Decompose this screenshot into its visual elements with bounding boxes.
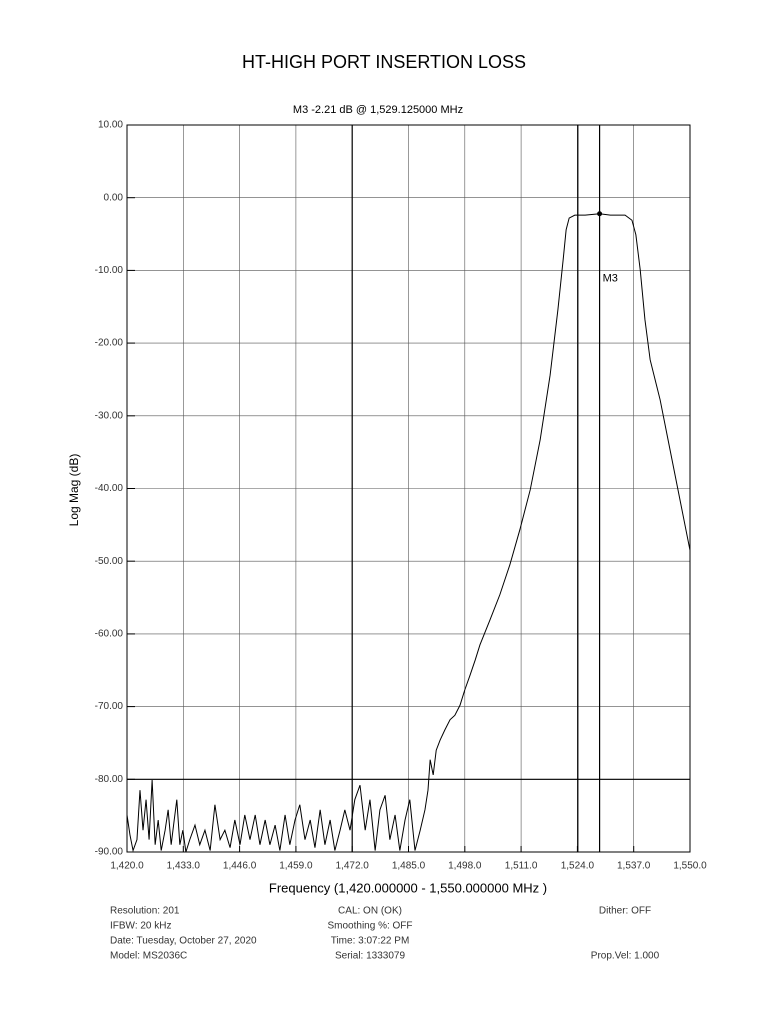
chart-subtitle: M3 -2.21 dB @ 1,529.125000 MHz — [293, 104, 463, 116]
y-tick-label: -70.00 — [95, 701, 124, 712]
chart-title: HT-HIGH PORT INSERTION LOSS — [242, 52, 526, 72]
footer-info: IFBW: 20 kHz — [110, 921, 172, 932]
y-tick-label: -50.00 — [95, 556, 124, 567]
y-tick-label: 0.00 — [104, 192, 124, 203]
y-tick-label: -40.00 — [95, 483, 124, 494]
x-tick-label: 1,550.0 — [673, 861, 707, 872]
x-tick-label: 1,485.0 — [392, 861, 426, 872]
y-axis-label: Log Mag (dB) — [67, 454, 81, 527]
y-tick-label: -10.00 — [95, 265, 124, 276]
x-tick-label: 1,537.0 — [617, 861, 651, 872]
x-tick-label: 1,459.0 — [279, 861, 313, 872]
y-tick-label: -80.00 — [95, 774, 124, 785]
marker-label: M3 — [603, 273, 618, 285]
footer-info: Resolution: 201 — [110, 906, 180, 917]
x-tick-label: 1,498.0 — [448, 861, 482, 872]
footer-info: Dither: OFF — [599, 906, 651, 917]
footer-info: Model: MS2036C — [110, 951, 187, 962]
footer-info: Serial: 1333079 — [335, 951, 405, 962]
y-tick-label: -30.00 — [95, 410, 124, 421]
x-tick-label: 1,472.0 — [336, 861, 370, 872]
footer-info: Smoothing %: OFF — [327, 921, 412, 932]
footer-info: Date: Tuesday, October 27, 2020 — [110, 936, 257, 947]
x-tick-label: 1,420.0 — [110, 861, 144, 872]
x-tick-label: 1,511.0 — [505, 861, 538, 872]
footer-info: Prop.Vel: 1.000 — [591, 951, 660, 962]
x-axis-label: Frequency (1,420.000000 - 1,550.000000 M… — [269, 880, 547, 895]
y-tick-label: -60.00 — [95, 629, 124, 640]
x-tick-label: 1,433.0 — [167, 861, 201, 872]
y-tick-label: 10.00 — [98, 120, 123, 131]
marker-point — [597, 211, 603, 217]
x-tick-label: 1,524.0 — [561, 861, 595, 872]
x-tick-label: 1,446.0 — [223, 861, 257, 872]
footer-info: CAL: ON (OK) — [338, 906, 402, 917]
plot-frame — [126, 124, 691, 853]
trace-line — [126, 213, 691, 853]
y-tick-label: -20.00 — [95, 338, 124, 349]
y-tick-label: -90.00 — [95, 847, 124, 858]
footer-info: Time: 3:07:22 PM — [331, 936, 410, 947]
